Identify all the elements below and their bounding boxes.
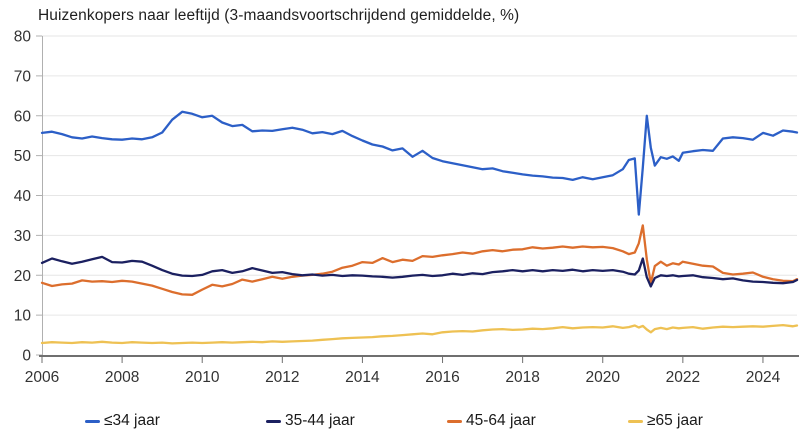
x-axis-label: 2012 <box>265 369 299 386</box>
y-axis-label: 60 <box>14 108 32 125</box>
y-axis-label: 20 <box>14 268 32 285</box>
y-axis-label: 0 <box>22 348 31 365</box>
legend-item-ge65: ≥65 jaar <box>628 412 703 430</box>
x-axis-label: 2016 <box>425 369 459 386</box>
y-axis-label: 50 <box>14 148 32 165</box>
series-line-1 <box>40 255 799 288</box>
legend-marker-35-44-icon <box>266 419 281 423</box>
legend-label-35-44: 35-44 jaar <box>285 412 355 429</box>
legend-marker-le34-icon <box>85 419 100 423</box>
y-axis-label: 30 <box>14 228 32 245</box>
series-line-3 <box>40 323 799 345</box>
legend-label-le34: ≤34 jaar <box>104 412 160 429</box>
y-axis-label: 10 <box>14 308 32 325</box>
series-line-0 <box>40 110 799 216</box>
legend-item-le34: ≤34 jaar <box>85 412 266 430</box>
y-axis-label: 80 <box>14 29 32 46</box>
x-axis-label: 2008 <box>105 369 139 386</box>
legend-label-ge65: ≥65 jaar <box>647 412 703 429</box>
x-axis-label: 2024 <box>746 369 781 386</box>
y-axis-label: 40 <box>14 188 32 205</box>
x-axis-label: 2010 <box>185 369 220 386</box>
x-axis-label: 2022 <box>666 369 700 386</box>
x-axis-label: 2014 <box>345 369 380 386</box>
legend: ≤34 jaar 35-44 jaar 45-64 jaar ≥65 jaar <box>85 409 703 433</box>
series-line-2 <box>40 224 799 296</box>
legend-item-35-44: 35-44 jaar <box>266 412 447 430</box>
legend-label-45-64: 45-64 jaar <box>466 412 536 429</box>
x-axis-label: 2018 <box>505 369 539 386</box>
legend-marker-ge65-icon <box>628 419 643 423</box>
legend-item-45-64: 45-64 jaar <box>447 412 628 430</box>
legend-marker-45-64-icon <box>447 419 462 423</box>
chart-title: Huizenkopers naar leeftijd (3-maandsvoor… <box>38 7 520 24</box>
x-axis-label: 2006 <box>25 369 59 386</box>
x-axis-label: 2020 <box>586 369 621 386</box>
y-axis-label: 70 <box>14 68 32 85</box>
